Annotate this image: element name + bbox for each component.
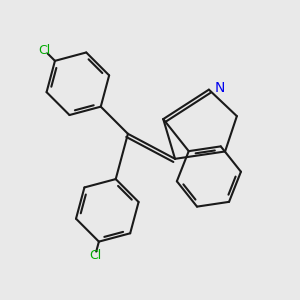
- Text: Cl: Cl: [89, 249, 101, 262]
- Text: Cl: Cl: [38, 44, 51, 57]
- Text: N: N: [214, 81, 225, 95]
